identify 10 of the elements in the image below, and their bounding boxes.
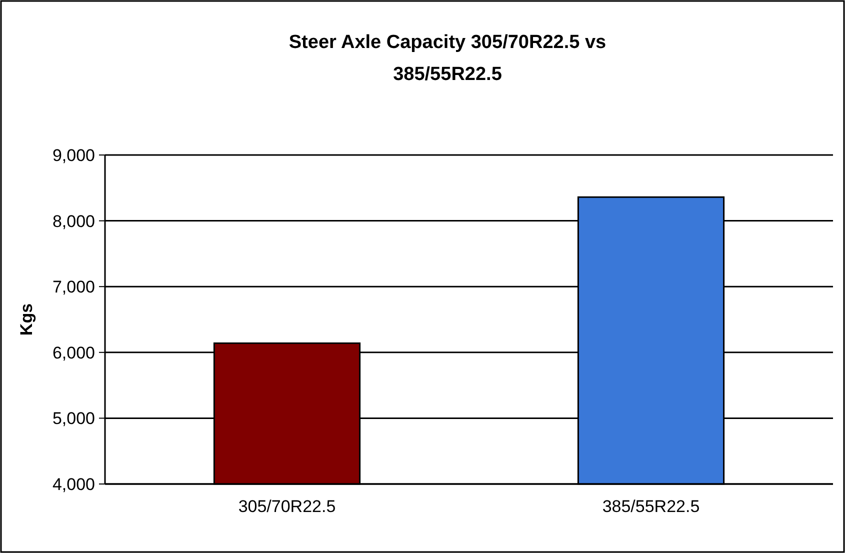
y-tick-label: 5,000 (52, 409, 95, 428)
y-tick-label: 7,000 (52, 278, 95, 297)
y-axis-title: Kgs (17, 303, 36, 336)
x-tick-label: 385/55R22.5 (602, 497, 700, 516)
chart-title: Steer Axle Capacity 305/70R22.5 vs 385/55R22.5 (288, 32, 606, 85)
y-tick-label: 8,000 (52, 212, 95, 231)
y-tick-label: 4,000 (52, 474, 95, 494)
x-tick-label: 305/70R22.5 (238, 497, 336, 516)
y-tick-label: 6,000 (52, 343, 95, 362)
y-tick-label: 9,000 (52, 146, 95, 165)
